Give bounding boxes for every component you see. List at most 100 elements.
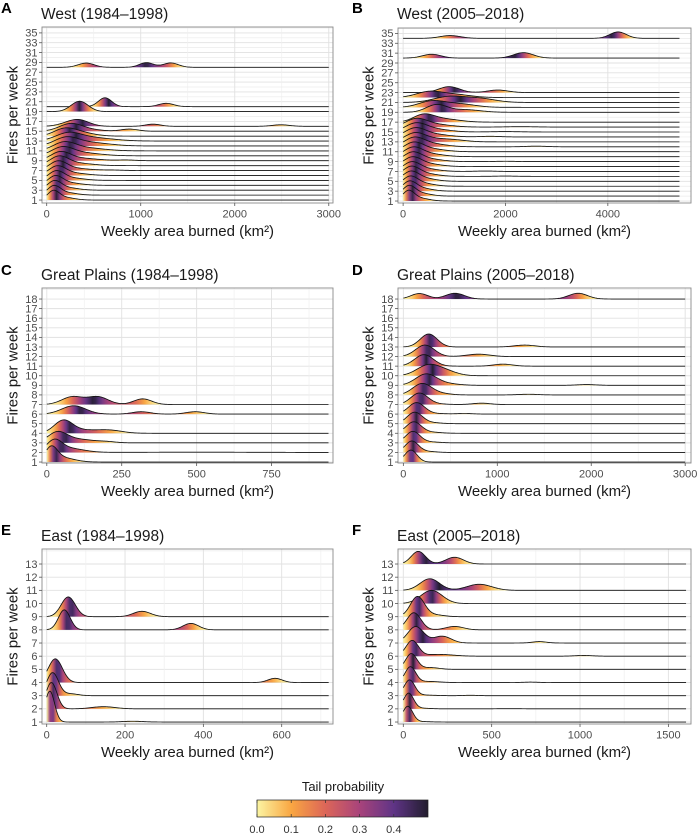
x-tick-label: 0 (44, 469, 50, 481)
x-tick-label: 2000 (493, 209, 517, 221)
y-tick-label: 16 (381, 313, 393, 325)
y-tick-label: 23 (25, 87, 37, 99)
ridge-line-fires-11 (402, 141, 680, 153)
ridge-fill-fires-9 (403, 151, 680, 162)
y-tick-label: 25 (381, 78, 393, 90)
plot-frame (41, 548, 334, 725)
ridge-line-fires-2 (402, 692, 687, 710)
y-tick-label: 5 (31, 664, 37, 676)
ridge-fill-fires-2 (403, 185, 680, 197)
ridge-fill-fires-14 (403, 127, 680, 137)
y-tick-label: 4 (387, 677, 393, 689)
y-tick-label: 6 (31, 409, 37, 421)
ridge-line-fires-1 (46, 445, 329, 463)
panel-letter: E (1, 522, 11, 539)
ridge-line-fires-4 (46, 419, 329, 434)
y-tick-label: 21 (381, 97, 393, 109)
ridge-fill-fires-13 (403, 551, 687, 565)
y-tick-label: 1 (387, 717, 393, 729)
ridge-fill-fires-10 (403, 590, 687, 604)
ridge-fill-fires-5 (46, 170, 329, 181)
x-axis-title: Weekly area burned (km²) (458, 223, 631, 240)
ridge-fill-fires-4 (46, 419, 329, 434)
ridge-line-fires-15 (402, 122, 680, 133)
ridge-line-fires-6 (402, 639, 687, 657)
ridge-fill-fires-2 (46, 185, 329, 196)
legend-title: Tail probability (302, 779, 385, 794)
x-tick-label: 3000 (673, 469, 697, 481)
ridge-line-fires-3 (403, 430, 686, 444)
y-tick-label: 15 (25, 126, 37, 138)
ridge-line-fires-13 (403, 550, 687, 565)
y-tick-label: 9 (387, 611, 393, 623)
ridge-line-fires-13 (46, 131, 329, 142)
y-tick-label: 9 (387, 380, 393, 392)
ridge-line-fires-28 (46, 62, 329, 68)
y-tick-label: 29 (25, 57, 37, 69)
x-tick-label: 2000 (223, 209, 247, 221)
ridge-fill-fires-10 (403, 146, 680, 157)
y-tick-label: 31 (381, 48, 393, 60)
x-tick-label: 0 (44, 209, 50, 221)
ridge-line-fires-4 (402, 175, 680, 187)
y-tick-label: 13 (381, 559, 393, 571)
ridge-line-fires-5 (402, 170, 680, 182)
y-tick-label: 13 (25, 559, 37, 571)
ridge-line-fires-1 (46, 690, 329, 723)
ridge-line-fires-21 (403, 95, 680, 103)
ridge-line-fires-10 (403, 363, 686, 377)
x-tick-label: 1000 (568, 730, 592, 742)
y-tick-label: 4 (31, 677, 37, 689)
ridge-fill-fires-5 (403, 170, 680, 182)
ridge-fill-fires-7 (403, 161, 680, 172)
y-axis-title: Fires per week (5, 587, 22, 686)
ridge-line-fires-6 (46, 165, 329, 176)
ridge-line-fires-19 (46, 100, 329, 112)
y-tick-label: 25 (25, 77, 37, 89)
y-tick-label: 2 (387, 704, 393, 716)
y-tick-label: 11 (382, 585, 393, 597)
ridge-fill-fires-7 (403, 626, 687, 644)
y-tick-label: 6 (387, 409, 393, 421)
ridge-fill-fires-9 (46, 596, 329, 617)
ridge-line-fires-14 (46, 127, 329, 137)
x-axis-title: Weekly area burned (km²) (458, 744, 631, 761)
y-tick-label: 1 (31, 457, 37, 469)
ridge-fill-fires-12 (403, 345, 686, 357)
y-tick-label: 19 (381, 107, 393, 119)
x-axis-title: Weekly area burned (km²) (101, 483, 274, 500)
y-tick-label: 3 (31, 185, 37, 197)
y-tick-label: 15 (381, 127, 393, 139)
y-tick-label: 7 (387, 638, 393, 650)
ridge-line-fires-5 (46, 170, 329, 181)
y-tick-label: 35 (25, 28, 37, 40)
ridge-line-fires-7 (46, 160, 329, 171)
ridge-fill-fires-11 (403, 578, 687, 591)
ridge-fill-fires-7 (46, 396, 329, 405)
y-tick-label: 4 (387, 428, 393, 440)
ridge-line-fires-2 (46, 184, 329, 196)
y-tick-label: 4 (31, 428, 37, 440)
colorbar-tick-label: 0.1 (284, 824, 299, 834)
ridge-line-fires-6 (46, 405, 329, 415)
y-tick-label: 5 (387, 418, 393, 430)
ridge-line-fires-5 (403, 411, 686, 425)
colorbar-tick-label: 0.0 (249, 824, 264, 834)
ridge-line-fires-2 (46, 438, 329, 453)
panel-letter: F (352, 522, 361, 539)
ridge-line-fires-30 (403, 52, 680, 59)
y-tick-label: 13 (25, 136, 37, 148)
y-tick-label: 8 (387, 625, 393, 637)
ridge-fill-fires-13 (403, 334, 686, 347)
y-tick-label: 10 (381, 371, 393, 383)
x-axis-title: Weekly area burned (km²) (458, 483, 631, 500)
ridge-line-fires-14 (402, 127, 680, 138)
ridge-fill-fires-9 (46, 151, 329, 161)
y-tick-label: 1 (31, 195, 37, 207)
y-tick-label: 17 (25, 116, 37, 128)
y-tick-label: 2 (31, 447, 37, 459)
panel-title: West (1984–1998) (41, 6, 168, 23)
y-tick-label: 7 (31, 165, 37, 177)
ridge-line-fires-13 (403, 333, 686, 348)
y-tick-label: 19 (25, 106, 37, 118)
